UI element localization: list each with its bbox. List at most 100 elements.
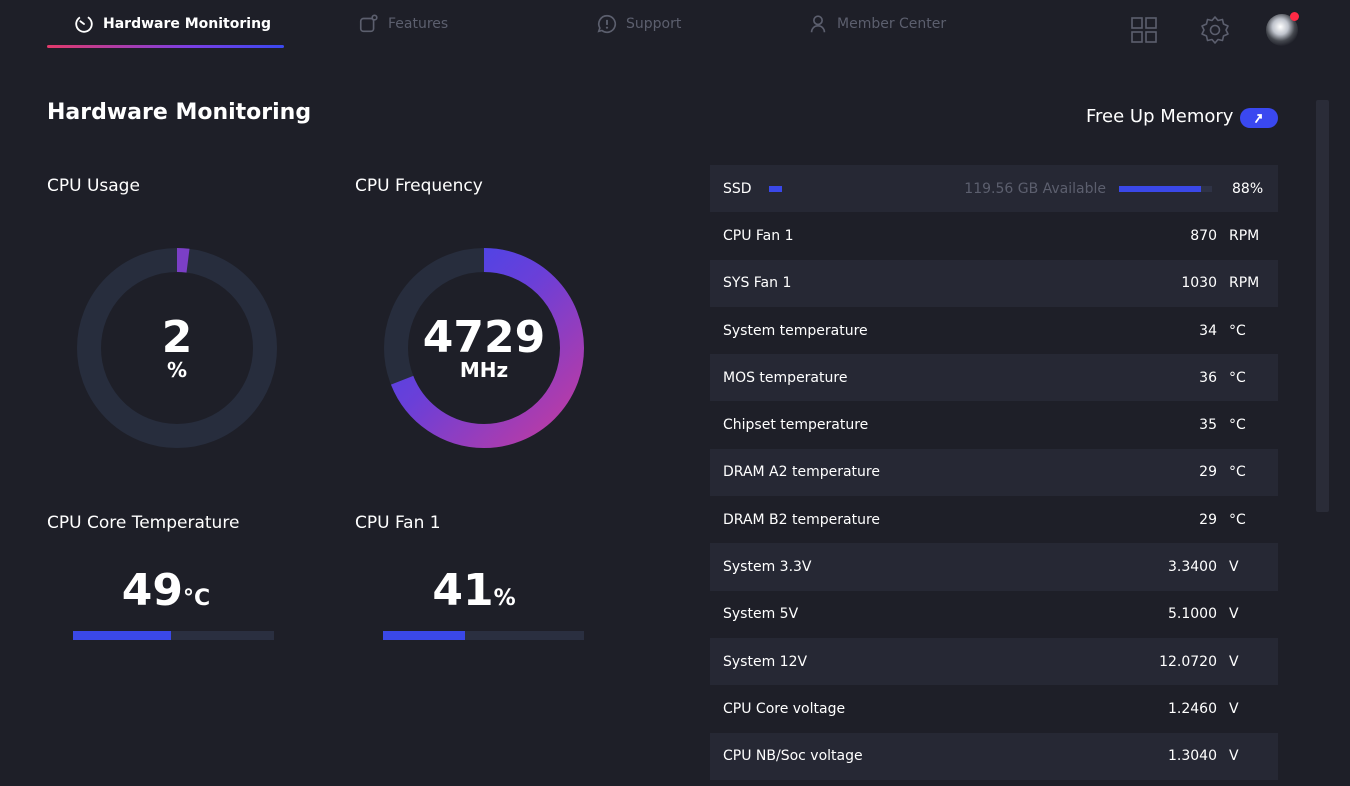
sensor-label: MOS temperature [723, 369, 848, 386]
tab-support[interactable]: Support [596, 0, 681, 48]
tab-member-center[interactable]: Member Center [807, 0, 946, 48]
sensor-unit: °C [1229, 417, 1246, 434]
sensor-value: 29 [1199, 464, 1217, 481]
free-up-memory-button[interactable] [1240, 108, 1278, 128]
tab-features[interactable]: Features [358, 0, 448, 48]
ssd-usage-bar-fill [1119, 186, 1201, 192]
scrollbar[interactable] [1316, 100, 1329, 512]
cpu-fan-value: 41 [432, 565, 494, 616]
cpu-usage-arc [77, 248, 277, 448]
cpu-frequency-arc [384, 248, 584, 448]
sensor-row: System 12V 12.0720 V [710, 637, 1278, 686]
ssd-percent: 88% [1232, 180, 1264, 197]
free-up-memory-label: Free Up Memory [1086, 106, 1234, 127]
sensor-value: 1030 [1181, 275, 1217, 292]
sensor-value: 1.2460 [1168, 700, 1217, 717]
page-title: Hardware Monitoring [47, 100, 312, 125]
sensor-unit: °C [1229, 322, 1246, 339]
cpu-frequency-ring [384, 248, 584, 448]
support-icon [597, 14, 617, 34]
cpu-frequency-gauge: 4729 MHz [384, 248, 584, 448]
cpu-core-temperature-value: 49 [121, 565, 184, 616]
tab-label: Support [626, 16, 682, 32]
cpu-core-temperature-unit: °C [183, 586, 211, 611]
sensor-value: 29 [1199, 511, 1217, 528]
sensor-value: 36 [1199, 369, 1217, 386]
sensor-label: System 3.3V [723, 559, 812, 576]
ssd-row: SSD 119.56 GB Available 88% [710, 165, 1278, 213]
sensor-unit: V [1229, 606, 1239, 623]
gear-icon[interactable] [1199, 14, 1231, 46]
cpu-usage-ring [77, 248, 277, 448]
cpu-usage-label: CPU Usage [47, 176, 140, 196]
sensor-table: SSD 119.56 GB Available 88% CPU Fan 1 870… [710, 165, 1278, 780]
tab-label: Member Center [837, 16, 947, 32]
sensor-value: 35 [1199, 417, 1217, 434]
speedometer-icon [75, 15, 93, 33]
grid-icon[interactable] [1128, 14, 1160, 46]
sensor-value: 12.0720 [1159, 653, 1217, 670]
sensor-row: System 3.3V 3.3400 V [710, 543, 1278, 591]
cpu-frequency-value: 4729 [422, 312, 546, 363]
top-nav: Hardware Monitoring Features Support Mem… [0, 0, 1350, 52]
user-icon [810, 15, 826, 33]
ssd-usage-bar [1119, 186, 1212, 192]
sensor-row: CPU Fan 1 870 RPM [710, 212, 1278, 259]
sensor-unit: RPM [1229, 227, 1260, 244]
sensor-label: SYS Fan 1 [723, 275, 792, 292]
sensor-label: DRAM B2 temperature [723, 511, 881, 528]
cpu-fan-bar [383, 631, 584, 640]
sensor-label: System 5V [723, 606, 799, 623]
sensor-row: CPU Core voltage 1.2460 V [710, 685, 1278, 732]
sensor-row: Chipset temperature 35 °C [710, 401, 1278, 448]
cpu-fan-readout: 41% [374, 565, 574, 616]
ssd-indicator [769, 186, 782, 192]
sensor-unit: V [1229, 748, 1239, 765]
sensor-unit: V [1229, 653, 1239, 670]
sensor-value: 3.3400 [1168, 559, 1217, 576]
avatar[interactable] [1266, 12, 1299, 46]
sensor-row: System temperature 34 °C [710, 307, 1278, 354]
sensor-row: SYS Fan 1 1030 RPM [710, 259, 1278, 307]
sensor-value: 34 [1199, 322, 1217, 339]
sensor-value: 1.3040 [1168, 748, 1217, 765]
sensor-value: 870 [1190, 227, 1217, 244]
sensor-row: System 5V 5.1000 V [710, 591, 1278, 638]
cpu-usage-unit: % [166, 358, 188, 382]
tab-hardware-monitoring[interactable]: Hardware Monitoring [73, 0, 271, 48]
sensor-row: MOS temperature 36 °C [710, 354, 1278, 402]
cpu-frequency-label: CPU Frequency [355, 176, 483, 196]
ssd-available: 119.56 GB Available [964, 180, 1106, 197]
sensor-label: CPU NB/Soc voltage [723, 748, 863, 765]
sensor-label: DRAM A2 temperature [723, 464, 880, 481]
sensor-label: CPU Core voltage [723, 700, 846, 717]
notification-dot [1290, 12, 1299, 21]
sensor-unit: °C [1229, 464, 1246, 481]
sensor-unit: V [1229, 559, 1239, 576]
cpu-core-temperature-label: CPU Core Temperature [47, 513, 240, 533]
cpu-fan-label: CPU Fan 1 [355, 513, 441, 533]
cpu-fan-bar-fill [383, 631, 466, 640]
sensor-label: System temperature [723, 322, 868, 339]
sensor-row: DRAM A2 temperature 29 °C [710, 448, 1278, 497]
sensor-row: CPU NB/Soc voltage 1.3040 V [710, 732, 1278, 780]
cpu-fan-unit: % [493, 586, 516, 611]
cpu-core-temperature-bar [73, 631, 274, 640]
cpu-usage-value: 2 [161, 312, 193, 363]
sensor-unit: V [1229, 700, 1239, 717]
sensor-row: DRAM B2 temperature 29 °C [710, 496, 1278, 543]
rocket-icon [1255, 114, 1262, 123]
cpu-usage-gauge: 2 % [77, 248, 277, 448]
sensor-unit: RPM [1229, 275, 1260, 292]
tab-label: Features [388, 16, 449, 32]
sensor-unit: °C [1229, 511, 1246, 528]
sensor-value: 5.1000 [1168, 606, 1217, 623]
cpu-core-temperature-bar-fill [73, 631, 172, 640]
features-icon [359, 14, 378, 33]
cpu-frequency-unit: MHz [459, 358, 509, 382]
tab-label: Hardware Monitoring [103, 16, 272, 32]
cpu-core-temperature-readout: 49°C [66, 565, 266, 616]
sensor-label: Chipset temperature [723, 417, 869, 434]
active-tab-indicator [47, 45, 284, 48]
ssd-label: SSD [723, 180, 752, 197]
